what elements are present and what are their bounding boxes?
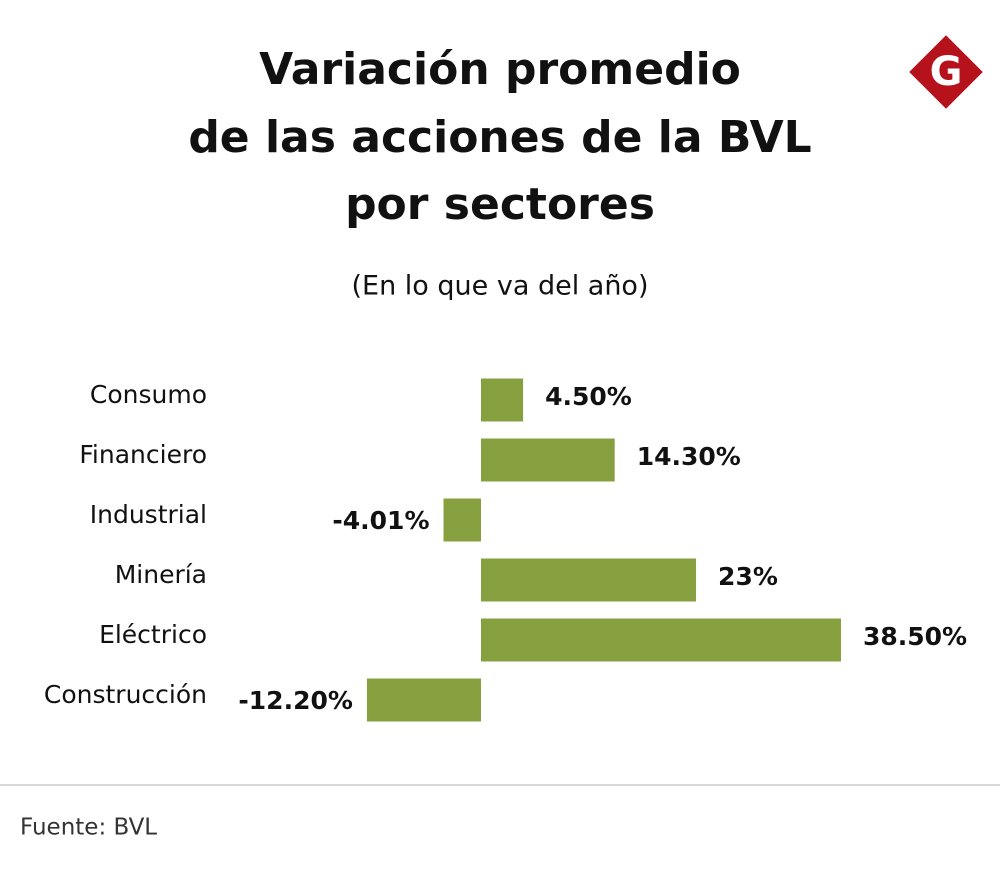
logo-letter: G bbox=[930, 49, 963, 95]
bar bbox=[366, 678, 481, 722]
chart-title: Variación promedio bbox=[259, 44, 741, 95]
category-label: Construcción bbox=[44, 680, 207, 709]
value-label: 14.30% bbox=[637, 442, 741, 471]
bar bbox=[481, 378, 524, 422]
category-label: Consumo bbox=[90, 380, 207, 409]
bar bbox=[481, 618, 841, 662]
value-label: -4.01% bbox=[332, 506, 429, 535]
source: Fuente: BVL bbox=[20, 815, 157, 841]
bar bbox=[481, 558, 697, 602]
category-label: Minería bbox=[115, 560, 207, 589]
logo: G bbox=[909, 35, 983, 109]
value-label: 4.50% bbox=[545, 382, 632, 411]
value-label: 23% bbox=[718, 562, 778, 591]
value-label: 38.50% bbox=[863, 622, 967, 651]
chart-subtitle: (En lo que va del año) bbox=[352, 271, 649, 302]
bar bbox=[481, 438, 615, 482]
category-label: Eléctrico bbox=[99, 620, 207, 649]
logo-diamond bbox=[909, 35, 983, 109]
chart-title: por sectores bbox=[345, 179, 655, 230]
category-label: Financiero bbox=[79, 440, 207, 469]
category-label: Industrial bbox=[90, 500, 207, 529]
chart-title: de las acciones de la BVL bbox=[188, 112, 811, 163]
bar bbox=[443, 498, 481, 542]
value-label: -12.20% bbox=[238, 686, 353, 715]
